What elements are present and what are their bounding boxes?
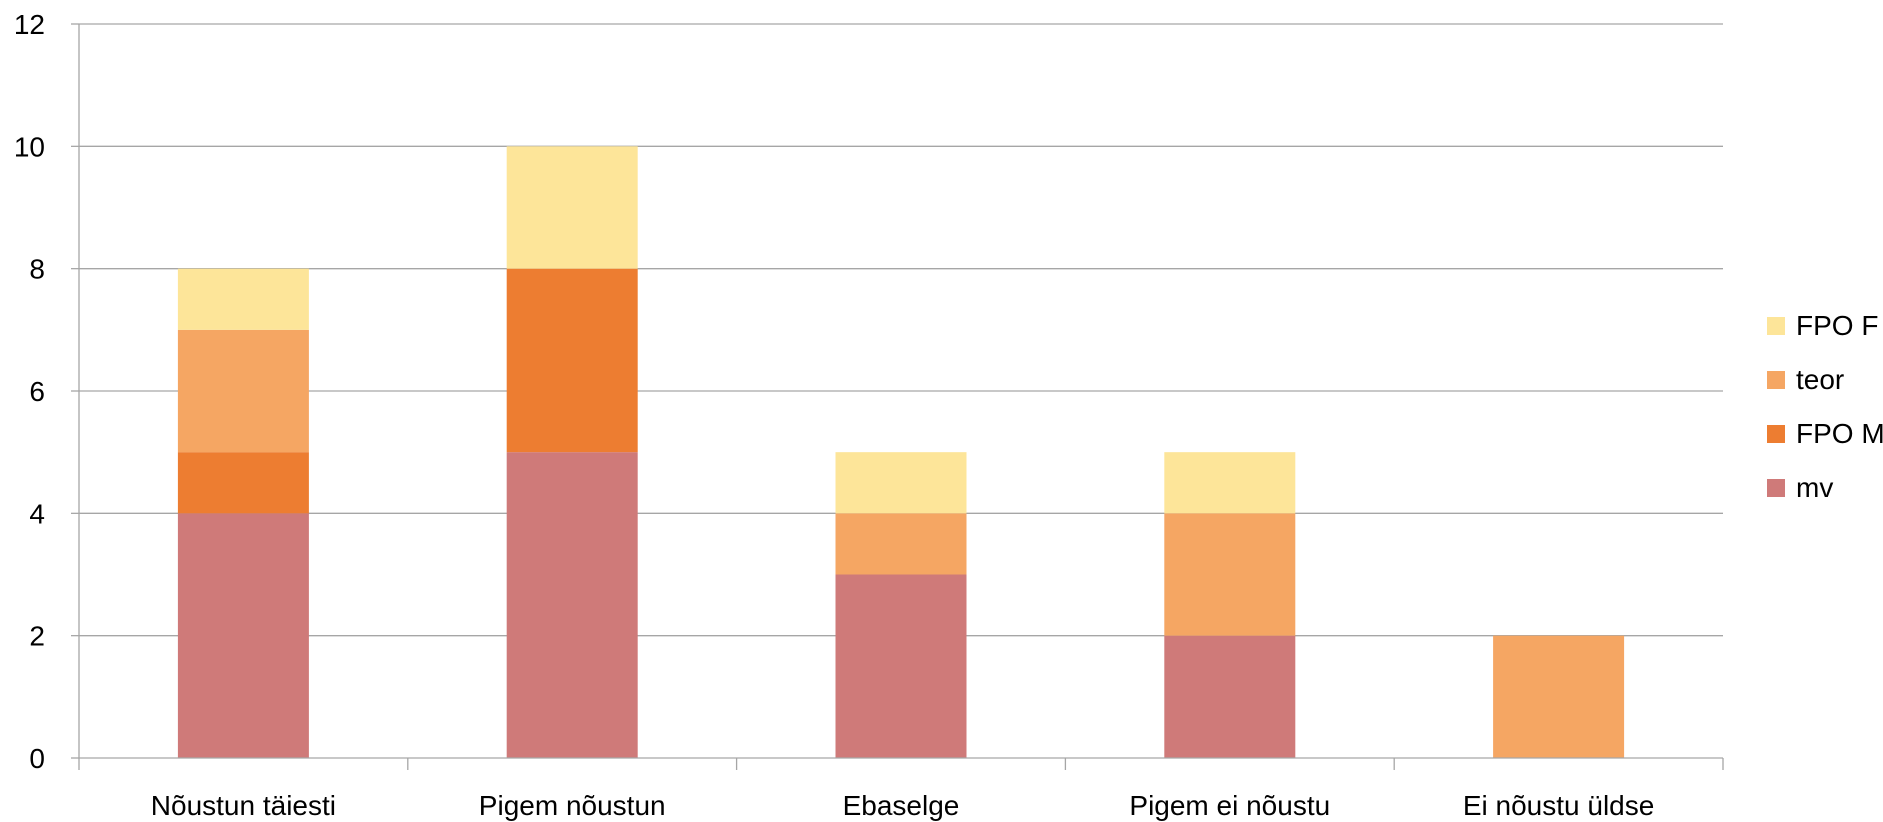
bar-segment-mv — [1164, 635, 1296, 758]
legend-label: mv — [1796, 472, 1833, 503]
y-tick-label: 2 — [29, 621, 45, 652]
x-tick-label: Ei nõustu üldse — [1463, 790, 1654, 821]
bar-segment-mv — [835, 574, 967, 758]
y-tick-label: 6 — [29, 376, 45, 407]
legend-swatch — [1767, 371, 1785, 389]
legend: FPO F teor FPO M mv — [1767, 310, 1883, 503]
legend-swatch — [1767, 479, 1785, 497]
bar-segment-fpo-f — [177, 268, 309, 330]
bar-segment-mv — [177, 513, 309, 758]
legend-label: FPO M — [1796, 418, 1883, 449]
x-tick-label: Nõustun täiesti — [151, 790, 336, 821]
bar-segment-fpo-f — [1164, 452, 1296, 514]
y-tick-label: 12 — [14, 9, 45, 40]
bar-segment-teor — [177, 329, 309, 453]
bar-segment-teor — [835, 513, 967, 575]
bar-segment-teor — [1493, 635, 1625, 758]
legend-label: teor — [1796, 364, 1844, 395]
bar-segment-fpo-m — [506, 268, 638, 453]
y-tick-label: 4 — [29, 498, 45, 529]
bar-segment-mv — [506, 452, 638, 758]
x-tick-label: Pigem ei nõustu — [1129, 790, 1330, 821]
y-tick-label: 8 — [29, 254, 45, 285]
axes: 0 2 4 6 8 10 12 Nõustun täiesti Pigem nõustun Eba… — [14, 9, 1724, 821]
y-tick-label: 10 — [14, 131, 45, 162]
legend-swatch — [1767, 317, 1785, 335]
legend-label: FPO F — [1796, 310, 1878, 341]
gridlines — [79, 23, 1723, 637]
bar-segment-fpo-f — [506, 146, 638, 269]
bars — [177, 146, 1625, 758]
x-tick-label: Pigem nõustun — [479, 790, 666, 821]
legend-swatch — [1767, 425, 1785, 443]
y-tick-label: 0 — [29, 743, 45, 774]
bar-segment-fpo-m — [177, 452, 309, 514]
bar-segment-teor — [1164, 513, 1296, 636]
bar-segment-fpo-f — [835, 452, 967, 514]
x-tick-label: Ebaselge — [843, 790, 960, 821]
